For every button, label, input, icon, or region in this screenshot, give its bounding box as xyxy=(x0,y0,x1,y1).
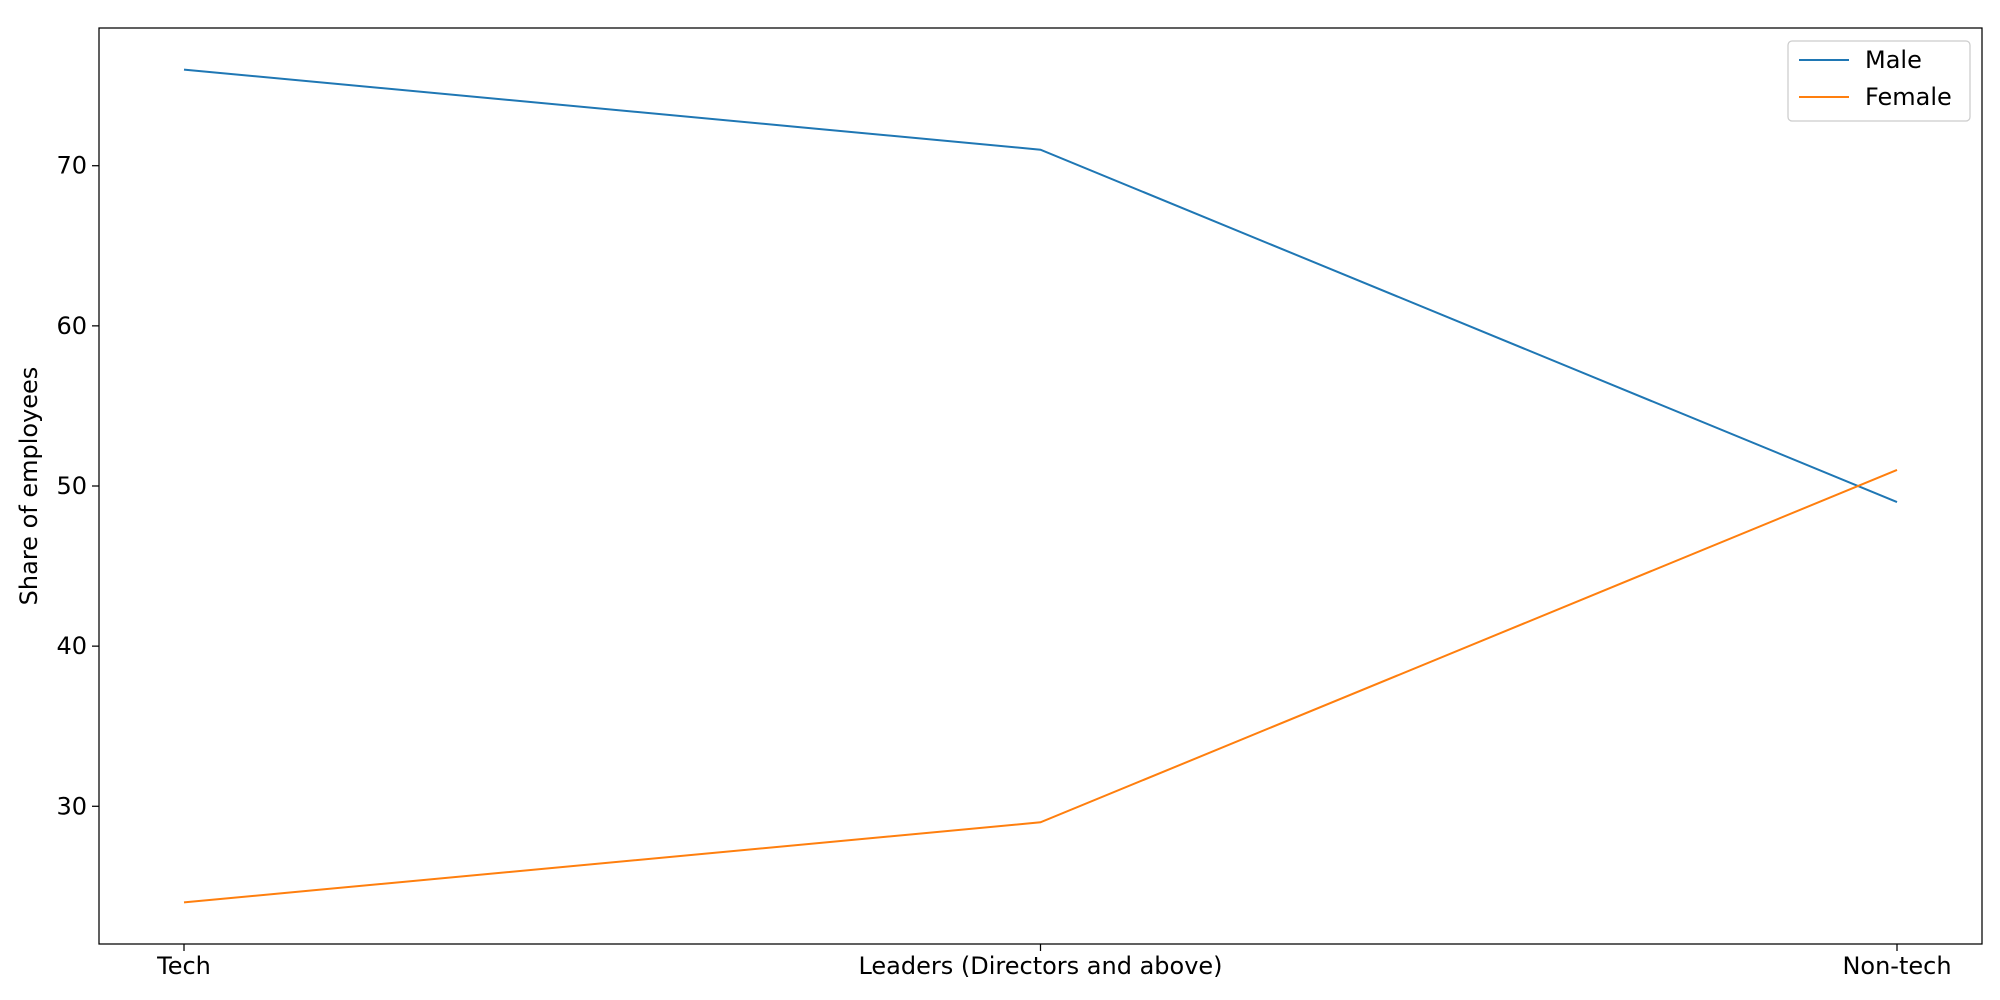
series-line-female xyxy=(183,469,1898,904)
y-axis-label: Share of employees xyxy=(15,367,43,606)
y-tick-label: 40 xyxy=(56,632,87,660)
series-layer xyxy=(183,68,1898,904)
y-tick-label: 70 xyxy=(56,152,87,180)
y-tick-label: 50 xyxy=(56,472,87,500)
legend-label-male: Male xyxy=(1865,46,1922,74)
legend: Male Female xyxy=(1787,40,1971,122)
y-axis: 30 40 50 60 70 xyxy=(56,152,99,820)
x-axis: Tech Leaders (Directors and above) Non-tec… xyxy=(156,944,1952,980)
x-tick-label: Leaders (Directors and above) xyxy=(858,952,1222,980)
x-tick-label: Tech xyxy=(156,952,211,980)
legend-label-female: Female xyxy=(1865,83,1952,111)
y-tick-label: 30 xyxy=(56,792,87,820)
plot-frame xyxy=(98,27,1983,945)
y-tick-label: 60 xyxy=(56,312,87,340)
x-tick-label: Non-tech xyxy=(1842,952,1951,980)
series-line-male xyxy=(183,68,1898,503)
